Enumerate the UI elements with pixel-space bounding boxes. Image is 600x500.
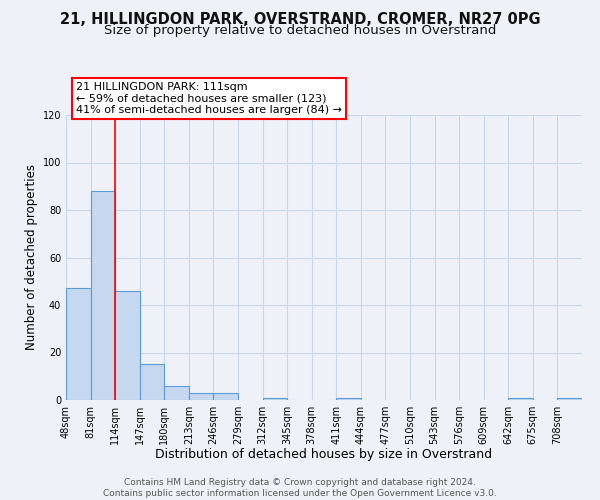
Bar [263, 398, 287, 400]
Bar [91, 191, 115, 400]
Bar [66, 288, 91, 400]
Bar [508, 398, 533, 400]
Bar [189, 393, 214, 400]
Bar [214, 393, 238, 400]
Bar [164, 386, 189, 400]
Text: Contains HM Land Registry data © Crown copyright and database right 2024.
Contai: Contains HM Land Registry data © Crown c… [103, 478, 497, 498]
Bar [115, 291, 140, 400]
Text: 21, HILLINGDON PARK, OVERSTRAND, CROMER, NR27 0PG: 21, HILLINGDON PARK, OVERSTRAND, CROMER,… [59, 12, 541, 28]
Bar [336, 398, 361, 400]
X-axis label: Distribution of detached houses by size in Overstrand: Distribution of detached houses by size … [155, 448, 493, 462]
Y-axis label: Number of detached properties: Number of detached properties [25, 164, 38, 350]
Text: 21 HILLINGDON PARK: 111sqm
← 59% of detached houses are smaller (123)
41% of sem: 21 HILLINGDON PARK: 111sqm ← 59% of deta… [76, 82, 343, 115]
Text: Size of property relative to detached houses in Overstrand: Size of property relative to detached ho… [104, 24, 496, 37]
Bar [140, 364, 164, 400]
Bar [557, 398, 582, 400]
